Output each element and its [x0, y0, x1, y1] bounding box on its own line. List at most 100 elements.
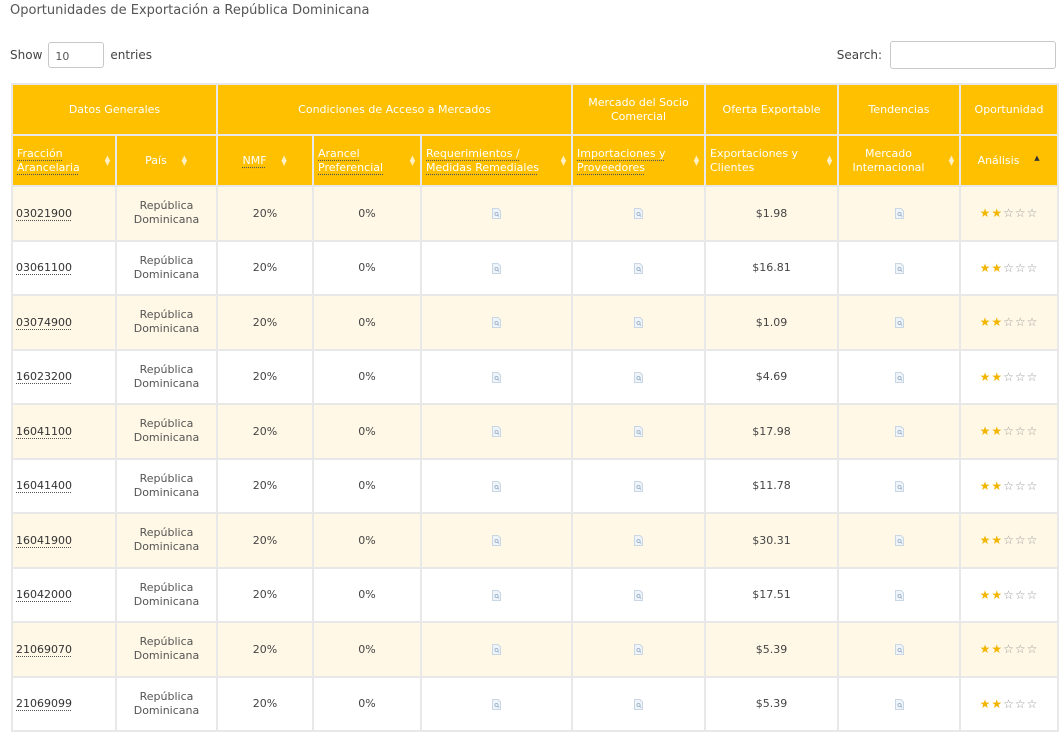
- fraccion-link[interactable]: 16023200: [16, 370, 72, 384]
- document-icon: [492, 207, 501, 220]
- fraccion-link[interactable]: 21069070: [16, 642, 72, 656]
- cell-pais: República Dominicana: [115, 239, 218, 296]
- rating-stars: ★★☆☆☆: [980, 261, 1039, 275]
- cell-fraccion: 16041400: [11, 457, 117, 514]
- star-empty-icon: ☆: [1014, 587, 1027, 602]
- cell-mercado-internacional[interactable]: [837, 239, 961, 296]
- document-icon: [634, 261, 643, 274]
- cell-importaciones[interactable]: [571, 239, 706, 296]
- cell-importaciones[interactable]: [571, 403, 706, 460]
- cell-pais: República Dominicana: [115, 621, 218, 678]
- document-icon: [634, 643, 643, 656]
- cell-mercado-internacional[interactable]: [837, 675, 961, 732]
- cell-nmf: 20%: [216, 621, 314, 678]
- column-header-arancel-preferencial[interactable]: Arancel Preferencial ▲ ▼: [312, 134, 422, 187]
- cell-importaciones[interactable]: [571, 512, 706, 569]
- column-header-exportaciones[interactable]: Exportaciones y Clientes ▲ ▼: [704, 134, 839, 187]
- entries-select[interactable]: 10: [48, 42, 105, 68]
- rating-stars: ★★☆☆☆: [980, 697, 1039, 711]
- fraccion-link[interactable]: 16042000: [16, 588, 72, 602]
- cell-requerimientos[interactable]: [420, 512, 573, 569]
- document-icon: [894, 261, 904, 274]
- cell-analisis: ★★☆☆☆: [959, 675, 1059, 732]
- cell-nmf: 20%: [216, 185, 314, 242]
- column-header-nmf[interactable]: NMF ▲ ▼: [216, 134, 314, 187]
- star-filled-icon: ★: [979, 315, 992, 330]
- table-row: 03074900 República Dominicana 20% 0% $1.09 ★★…: [11, 294, 1059, 351]
- document-icon: [492, 316, 501, 329]
- table-row: 16041900 República Dominicana 20% 0% $30.31 ★…: [11, 512, 1059, 569]
- cell-requerimientos[interactable]: [420, 457, 573, 514]
- cell-pais: República Dominicana: [115, 566, 218, 623]
- cell-importaciones[interactable]: [571, 185, 706, 242]
- column-label-analisis: Análisis: [977, 153, 1020, 167]
- fraccion-link[interactable]: 03061100: [16, 261, 72, 275]
- show-label: Show: [10, 48, 43, 62]
- document-icon: [634, 425, 643, 438]
- table-row: 21069099 República Dominicana 20% 0% $5.39 ★★…: [11, 675, 1059, 732]
- cell-mercado-internacional[interactable]: [837, 348, 961, 405]
- document-icon: [634, 479, 643, 492]
- cell-exportaciones: $17.98: [704, 403, 839, 460]
- column-header-analisis[interactable]: Análisis ▲▼: [959, 134, 1059, 187]
- star-filled-icon: ★: [991, 315, 1004, 330]
- cell-requerimientos[interactable]: [420, 294, 573, 351]
- cell-fraccion: 16023200: [11, 348, 117, 405]
- cell-mercado-internacional[interactable]: [837, 403, 961, 460]
- column-label-requerimientos: Requerimientos / Medidas Remediales: [426, 146, 539, 174]
- sort-icon: ▲▼: [693, 153, 700, 167]
- table-row: 16023200 República Dominicana 20% 0% $4.69 ★★…: [11, 348, 1059, 405]
- star-empty-icon: ☆: [1026, 260, 1039, 275]
- column-header-pais[interactable]: País ▲ ▼: [115, 134, 218, 187]
- cell-requerimientos[interactable]: [420, 239, 573, 296]
- cell-mercado-internacional[interactable]: [837, 185, 961, 242]
- star-filled-icon: ★: [979, 642, 992, 657]
- column-header-fraccion[interactable]: Fracción Arancelaria ▲ ▼: [11, 134, 117, 187]
- cell-mercado-internacional[interactable]: [837, 512, 961, 569]
- cell-mercado-internacional[interactable]: [837, 457, 961, 514]
- cell-pais: República Dominicana: [115, 294, 218, 351]
- fraccion-link[interactable]: 03021900: [16, 206, 72, 220]
- star-empty-icon: ☆: [1014, 696, 1027, 711]
- document-icon: [634, 370, 643, 383]
- document-icon: [634, 697, 643, 710]
- sort-icon: ▲▼: [281, 153, 287, 167]
- cell-requerimientos[interactable]: [420, 348, 573, 405]
- table-row: 16041100 República Dominicana 20% 0% $17.98 ★…: [11, 403, 1059, 460]
- cell-mercado-internacional[interactable]: [837, 621, 961, 678]
- star-empty-icon: ☆: [1003, 642, 1015, 657]
- fraccion-link[interactable]: 03074900: [16, 315, 72, 329]
- column-label-importaciones: Importaciones y Proveedores: [577, 146, 666, 174]
- cell-importaciones[interactable]: [571, 457, 706, 514]
- cell-requerimientos[interactable]: [420, 675, 573, 732]
- cell-mercado-internacional[interactable]: [837, 294, 961, 351]
- column-header-requerimientos[interactable]: Requerimientos / Medidas Remediales ▲ ▼: [420, 134, 573, 187]
- star-filled-icon: ★: [991, 206, 1004, 221]
- star-empty-icon: ☆: [1026, 533, 1039, 548]
- cell-importaciones[interactable]: [571, 566, 706, 623]
- star-empty-icon: ☆: [1003, 478, 1015, 493]
- star-filled-icon: ★: [991, 478, 1004, 493]
- column-header-importaciones[interactable]: Importaciones y Proveedores ▲ ▼: [571, 134, 706, 187]
- cell-requerimientos[interactable]: [420, 185, 573, 242]
- cell-requerimientos[interactable]: [420, 403, 573, 460]
- cell-importaciones[interactable]: [571, 675, 706, 732]
- fraccion-link[interactable]: 16041400: [16, 479, 72, 493]
- fraccion-link[interactable]: 16041100: [16, 424, 72, 438]
- cell-mercado-internacional[interactable]: [837, 566, 961, 623]
- column-header-mercado-internacional[interactable]: Mercado Internacional ▲ ▼: [837, 134, 961, 187]
- search-input[interactable]: [890, 41, 1056, 69]
- column-label-fraccion: Fracción Arancelaria: [17, 146, 80, 174]
- table-row: 03061100 República Dominicana 20% 0% $16.81 ★…: [11, 239, 1059, 296]
- cell-pais: República Dominicana: [115, 512, 218, 569]
- cell-importaciones[interactable]: [571, 294, 706, 351]
- document-icon: [492, 370, 501, 383]
- cell-importaciones[interactable]: [571, 348, 706, 405]
- cell-requerimientos[interactable]: [420, 621, 573, 678]
- cell-requerimientos[interactable]: [420, 566, 573, 623]
- fraccion-link[interactable]: 21069099: [16, 697, 72, 711]
- cell-analisis: ★★☆☆☆: [959, 621, 1059, 678]
- star-empty-icon: ☆: [1014, 206, 1027, 221]
- fraccion-link[interactable]: 16041900: [16, 533, 72, 547]
- cell-importaciones[interactable]: [571, 621, 706, 678]
